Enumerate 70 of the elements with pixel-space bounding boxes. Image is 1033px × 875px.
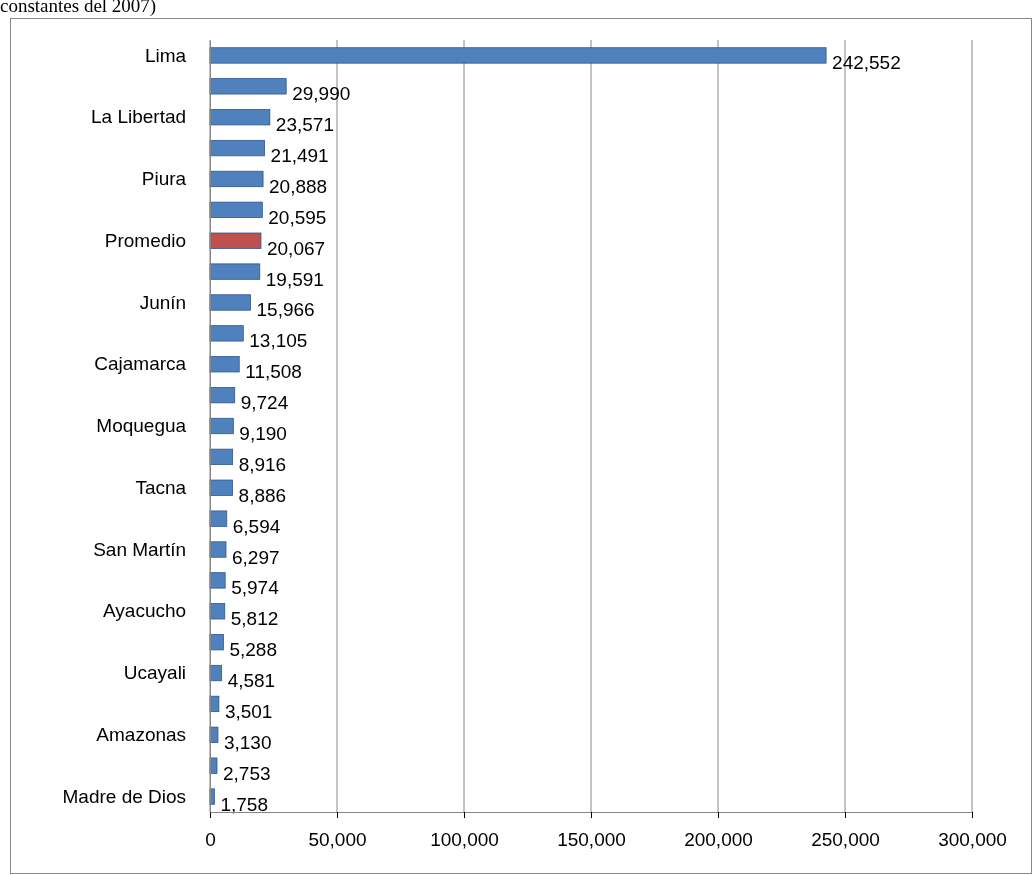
bar xyxy=(209,294,251,311)
bar xyxy=(209,572,226,589)
data-label: 5,812 xyxy=(230,608,279,630)
y-tick-label: Piura xyxy=(141,168,187,190)
bar xyxy=(209,387,236,404)
data-label: 4,581 xyxy=(227,670,276,692)
bar xyxy=(209,356,240,373)
data-label: 11,508 xyxy=(245,361,302,383)
data-label: 2,753 xyxy=(222,762,271,784)
x-tick-label: 300,000 xyxy=(938,828,1007,850)
y-tick-label: San Martín xyxy=(93,538,187,560)
data-label: 242,552 xyxy=(832,52,901,74)
data-label: 9,724 xyxy=(240,392,289,414)
bar xyxy=(209,603,226,620)
bar xyxy=(209,479,233,496)
y-tick-label: Tacna xyxy=(135,476,187,498)
y-tick-label: Cajamarca xyxy=(94,353,187,375)
bar xyxy=(209,634,224,651)
data-label: 3,501 xyxy=(224,700,273,722)
data-label: 20,067 xyxy=(266,237,326,259)
data-label: 23,571 xyxy=(275,114,334,136)
x-tick-label: 200,000 xyxy=(684,828,753,850)
bar xyxy=(209,263,261,280)
data-label: 1,758 xyxy=(220,793,269,815)
data-label: 9,190 xyxy=(239,423,287,444)
data-label: 20,888 xyxy=(269,175,328,197)
bar xyxy=(209,726,219,743)
x-tick-label: 100,000 xyxy=(430,828,499,850)
bar xyxy=(209,325,244,342)
bar xyxy=(209,664,223,682)
x-tick-label: 0 xyxy=(205,828,216,850)
data-label: 20,595 xyxy=(268,206,327,228)
y-tick-label: La Libertad xyxy=(91,106,187,128)
bar xyxy=(209,47,827,64)
y-tick-label: Promedio xyxy=(104,229,187,251)
data-label: 13,105 xyxy=(249,330,308,352)
x-tick-label: 150,000 xyxy=(557,828,626,850)
bar xyxy=(209,78,287,95)
bar xyxy=(209,757,218,774)
x-tick-label: 250,000 xyxy=(811,828,880,850)
data-label: 21,491 xyxy=(270,145,329,167)
data-label: 29,990 xyxy=(292,83,351,105)
bar xyxy=(209,788,215,805)
bar xyxy=(209,541,227,558)
bar xyxy=(209,232,262,249)
data-label: 19,591 xyxy=(265,268,324,290)
y-tick-label: Ayacucho xyxy=(102,600,187,622)
bar xyxy=(209,417,234,435)
data-label: 5,974 xyxy=(231,577,280,599)
bar xyxy=(209,139,265,157)
y-tick-label: Lima xyxy=(144,44,187,66)
data-label: 5,288 xyxy=(229,639,277,661)
bar xyxy=(209,201,263,218)
bar xyxy=(209,109,271,126)
bar xyxy=(209,170,264,188)
data-label: 15,966 xyxy=(256,299,315,321)
data-label: 8,886 xyxy=(238,484,287,506)
y-tick-label: Moquegua xyxy=(96,415,187,437)
data-label: 3,130 xyxy=(223,731,272,753)
y-tick-label: Junín xyxy=(139,291,187,313)
data-label: 6,297 xyxy=(231,546,280,568)
y-tick-label: Madre de Dios xyxy=(62,785,187,807)
y-tick-label: Amazonas xyxy=(96,723,187,745)
bar xyxy=(209,695,220,713)
data-label: 6,594 xyxy=(232,515,281,537)
y-tick-label: Ucayali xyxy=(123,662,187,684)
x-tick-label: 50,000 xyxy=(308,828,367,850)
bar xyxy=(209,448,234,465)
data-label: 8,916 xyxy=(238,453,287,475)
bar xyxy=(209,510,228,527)
